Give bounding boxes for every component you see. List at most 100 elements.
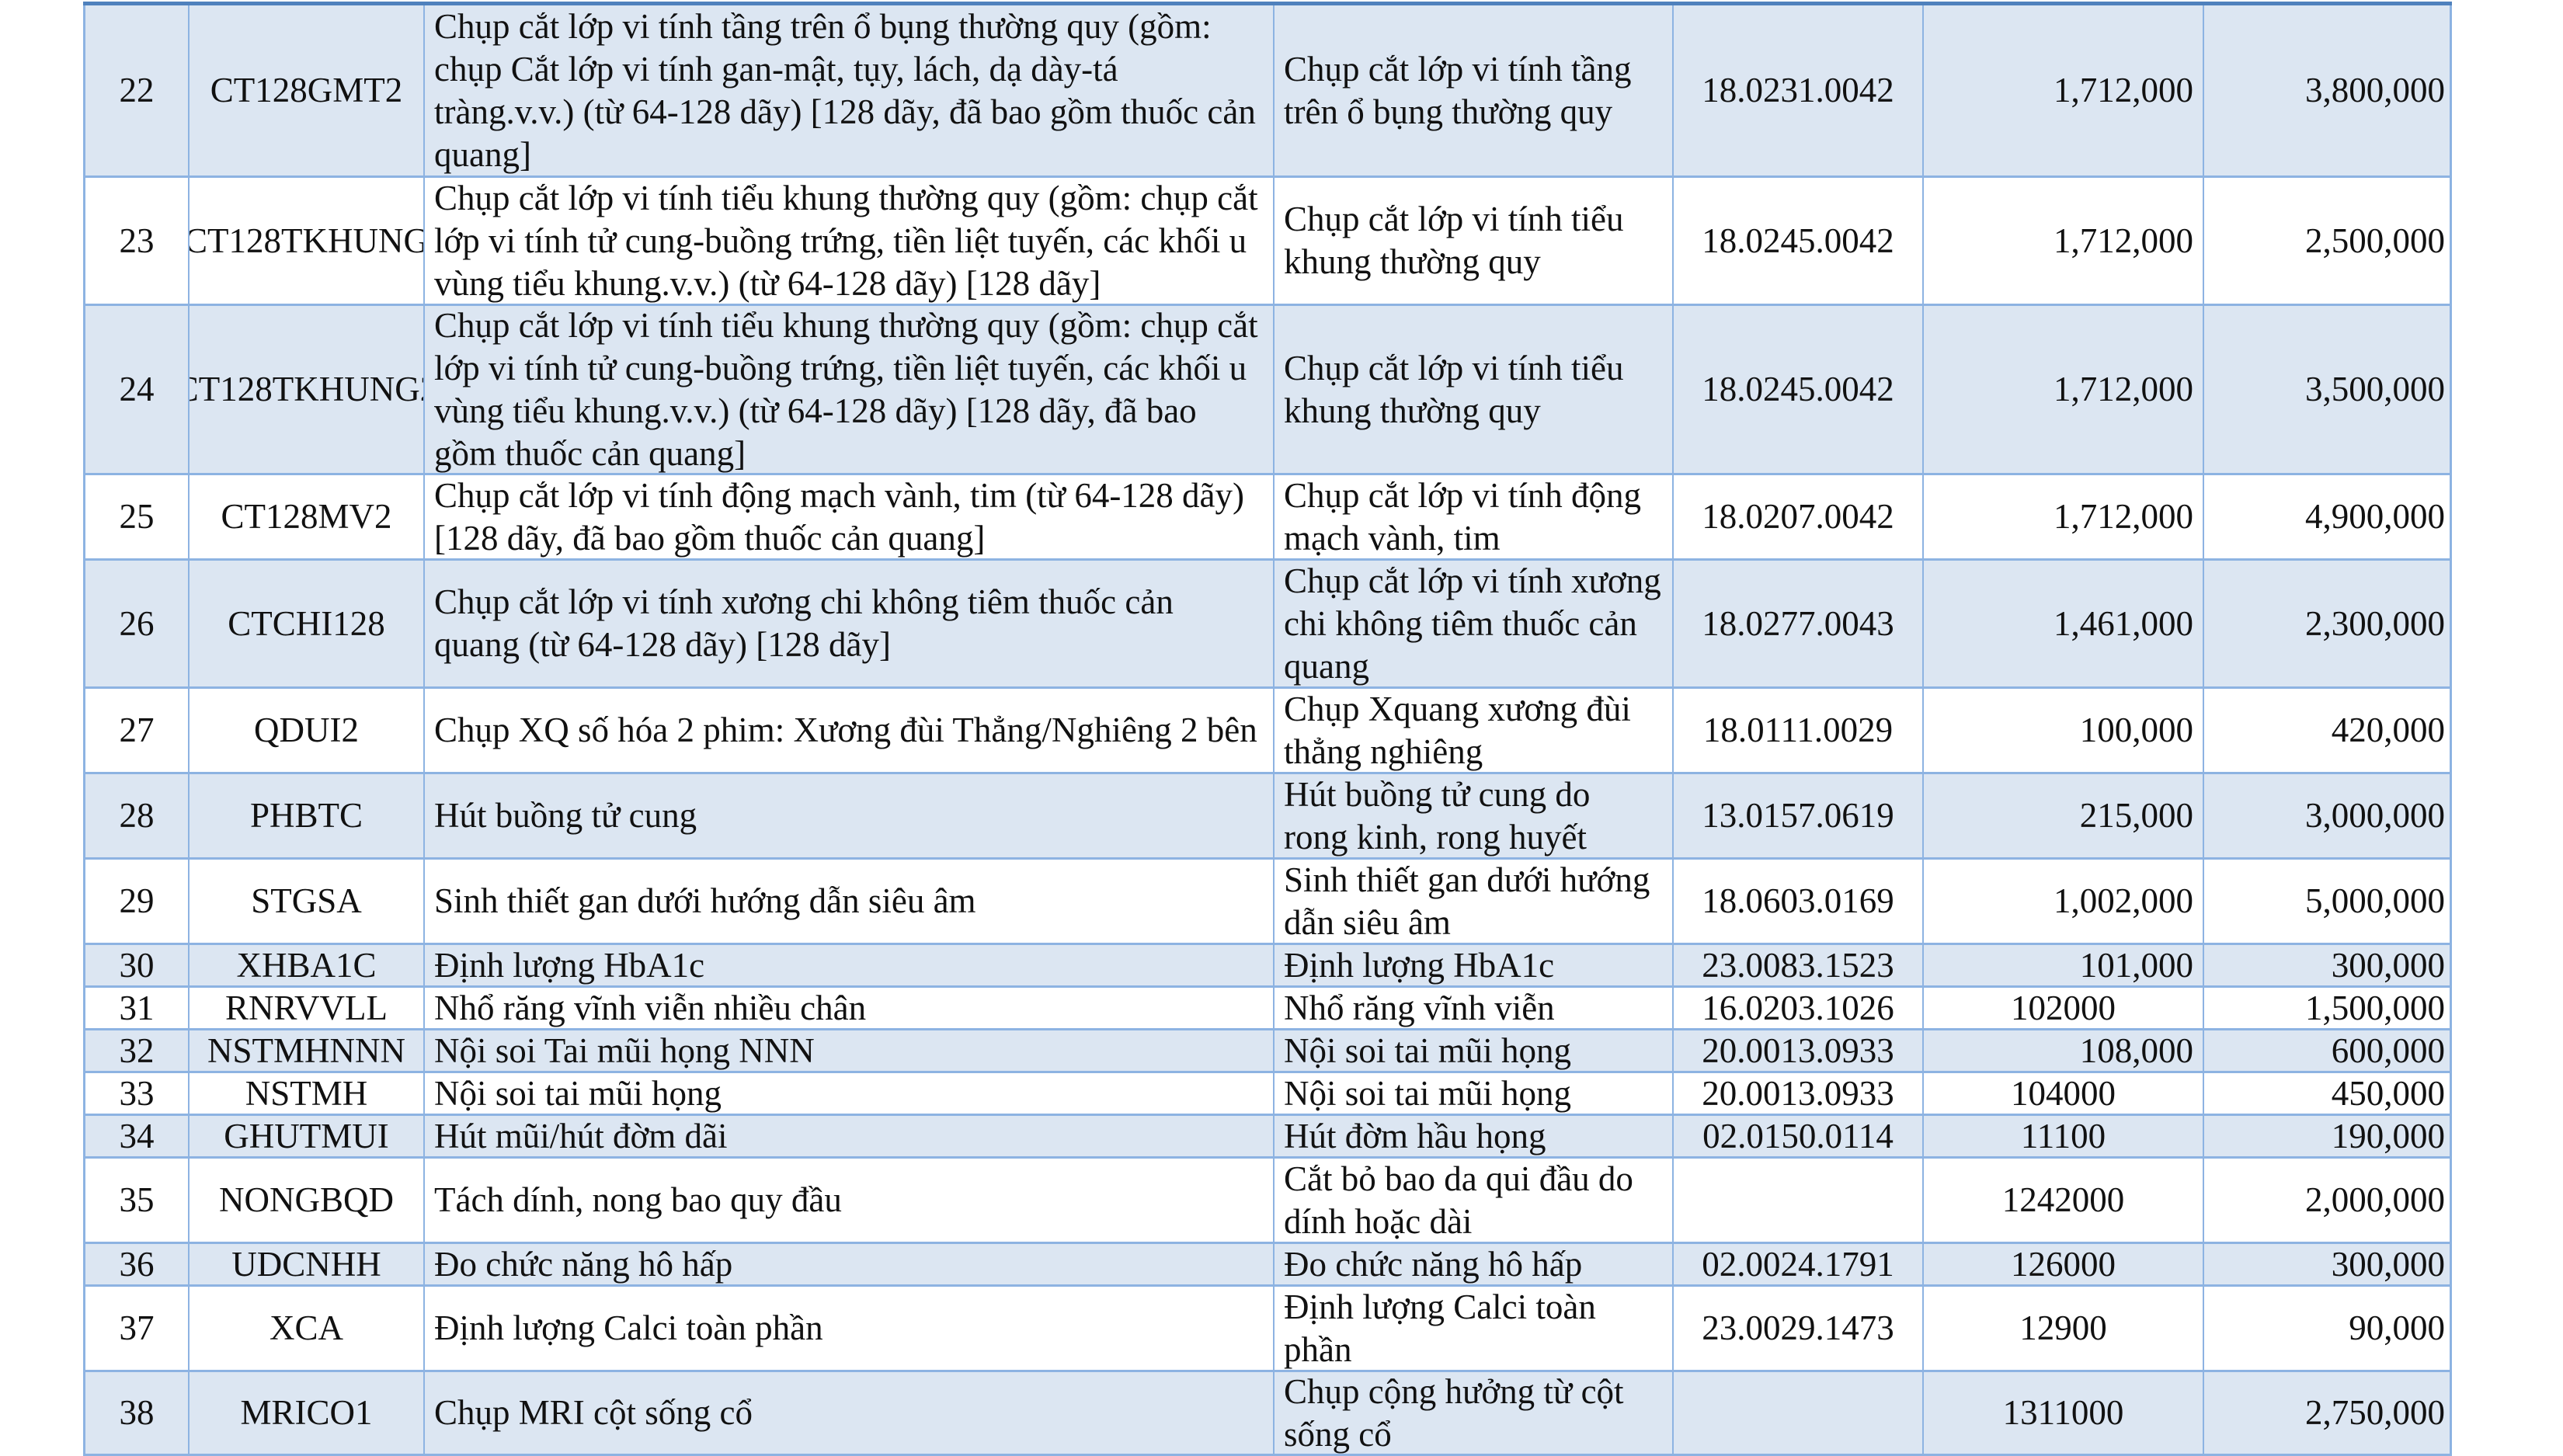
table-cell: 18.0207.0042 [1674,475,1924,558]
table-cell: 1,712,000 [1924,178,2204,304]
table-row: 24CT128TKHUNG2Chụp cắt lớp vi tính tiểu … [83,306,2452,475]
table-cell: Nội soi tai mũi họng [425,1073,1275,1114]
table-cell: 2,000,000 [2305,1180,2445,1219]
table: 22 CT128GMT2 Chụp cắt lớp vi tính tầng trê… [83,2,2452,1456]
table-cell [1674,1372,1924,1454]
table-row: 34 GHUTMUI Hút mũi/hút đờm dãi Hút đờm hầu … [83,1116,2452,1159]
table-cell: Hút đờm hầu họng [1275,1116,1674,1156]
table-cell: Chụp cắt lớp vi tính tiểu khung thường q… [425,178,1275,304]
table-cell: Cắt bỏ bao da qui đầu do dính hoặc dài [1275,1159,1674,1242]
table-cell: PHBTC [190,774,425,857]
table-cell: 450,000 [2331,1073,2445,1113]
table-cell: Nhổ răng vĩnh viễn [1275,988,1674,1028]
table-cell: 18.0277.0043 [1674,561,1924,686]
table-cell: 28 [85,774,190,857]
table-cell: CT128MV2 [190,475,425,558]
table-cell: Chụp cắt lớp vi tính tiểu khung thường q… [425,306,1275,473]
table-cell: Sinh thiết gan dưới hướng dẫn siêu âm [1275,860,1674,943]
table-row: 29 STGSA Sinh thiết gan dưới hướng dẫn siê… [83,860,2452,945]
table-cell: 20.0013.0933 [1674,1073,1924,1114]
table-cell: XCA [190,1287,425,1370]
table-cell: 38 [85,1372,190,1454]
table-cell: 1242000 [1924,1159,2204,1242]
table-cell: 1,461,000 [1924,561,2204,686]
table-cell: CTCHI128 [190,561,425,686]
table-cell: 02.0024.1791 [1674,1244,1924,1284]
table-cell: 24 [85,306,190,473]
table-cell: 16.0203.1026 [1674,988,1924,1028]
table-cell: 100,000 [1924,689,2204,772]
table-row: 32 NSTMHNNN Nội soi Tai mũi họng NNN Nội so… [83,1030,2452,1073]
table-cell: Tách dính, nong bao quy đầu [425,1159,1275,1242]
table-cell: 108,000 [1924,1030,2204,1071]
table-cell: 104000 [1924,1073,2204,1114]
table-cell: 90,000 [2349,1308,2445,1347]
table-cell: NSTMHNNN [190,1030,425,1071]
table-cell: 1,712,000 [1924,475,2204,558]
table-cell: Định lượng HbA1c [1275,945,1674,985]
table-cell: 300,000 [2331,1244,2445,1284]
table-cell: Chụp cắt lớp vi tính tiểu khung thường q… [1275,306,1674,473]
table-cell: Chụp MRI cột sống cổ [425,1372,1275,1454]
table-cell: 1,500,000 [2305,988,2445,1027]
table-row: 35 NONGBQD Tách dính, nong bao quy đầu Cắt … [83,1159,2452,1244]
table-cell: Chụp cắt lớp vi tính tầng trên ổ bụng th… [425,5,1275,175]
table-cell: 18.0245.0042 [1674,306,1924,473]
table-cell: 13.0157.0619 [1674,774,1924,857]
table-cell: 18.0245.0042 [1674,178,1924,304]
table-row: 33 NSTMH Nội soi tai mũi họng Nội soi tai m… [83,1073,2452,1116]
table-row: 27 QDUI2 Chụp XQ số hóa 2 phim: Xương đùi … [83,689,2452,774]
table-row: 38 MRICO1 Chụp MRI cột sống cổ Chụp cộng hư… [83,1372,2452,1456]
table-cell: 3,500,000 [2305,370,2445,408]
table-cell: 126000 [1924,1244,2204,1284]
table-cell: 25 [85,475,190,558]
table-cell: 215,000 [1924,774,2204,857]
table-cell: 420,000 [2331,711,2445,749]
table-cell: Định lượng HbA1c [425,945,1275,985]
table-cell: 1311000 [1924,1372,2204,1454]
table-cell: Chụp cắt lớp vi tính xương chi không tiê… [1275,561,1674,686]
table-cell: 2,500,000 [2305,221,2445,260]
table-cell: Chụp Xquang xương đùi thẳng nghiêng [1275,689,1674,772]
table-cell: Chụp cắt lớp vi tính xương chi không tiê… [425,561,1275,686]
table-row: 31 RNRVVLL Nhổ răng vĩnh viễn nhiều chân Nh… [83,988,2452,1030]
table-cell: 102000 [1924,988,2204,1028]
table-cell: 26 [85,561,190,686]
table-row: 28 PHBTC Hút buồng tử cung Hút buồng tử cun… [83,774,2452,860]
table-row: 25 CT128MV2 Chụp cắt lớp vi tính động mạch… [83,475,2452,561]
table-cell: 30 [85,945,190,985]
table-cell: 600,000 [2331,1030,2445,1070]
table-cell: 31 [85,988,190,1028]
table-cell: 22 [85,5,190,175]
table-cell: Hút buồng tử cung do rong kinh, rong huy… [1275,774,1674,857]
table-cell: 2,300,000 [2305,603,2445,643]
table-row: 36 UDCNHH Đo chức năng hô hấp Đo chức năng … [83,1244,2452,1287]
table-row: 22 CT128GMT2 Chụp cắt lớp vi tính tầng trê… [83,5,2452,178]
table-row: 26 CTCHI128 Chụp cắt lớp vi tính xương chi… [83,561,2452,689]
table-cell: 2,750,000 [2305,1393,2445,1432]
table-cell: 1,712,000 [1924,5,2204,175]
table-cell: 5,000,000 [2305,881,2445,920]
table-cell: CT128TKHUNG [190,178,425,304]
table-cell: MRICO1 [190,1372,425,1454]
table-cell: 18.0111.0029 [1674,689,1924,772]
table-cell: 23.0029.1473 [1674,1287,1924,1370]
table-row: 23 CT128TKHUNG Chụp cắt lớp vi tính tiểu k… [83,178,2452,306]
table-cell: 20.0013.0933 [1674,1030,1924,1071]
table-row: 30 XHBA1C Định lượng HbA1c Định lượng HbA1c… [83,945,2452,988]
table-cell: Chụp cộng hưởng từ cột sống cổ [1275,1372,1674,1454]
table-cell: 1,712,000 [1924,306,2204,473]
table-cell: Chụp cắt lớp vi tính động mạch vành, tim [1275,475,1674,558]
table-cell: 4,900,000 [2305,497,2445,536]
table-cell: 300,000 [2331,945,2445,985]
table-cell: Nội soi tai mũi họng [1275,1030,1674,1071]
table-cell: Chụp cắt lớp vi tính tầng trên ổ bụng th… [1275,5,1674,175]
table-cell: 190,000 [2331,1116,2445,1155]
table-cell: Hút buồng tử cung [425,774,1275,857]
table-cell: 23 [85,178,190,304]
table-cell: 37 [85,1287,190,1370]
table-cell: GHUTMUI [190,1116,425,1156]
table-cell: 35 [85,1159,190,1242]
table-cell: Định lượng Calci toàn phần [425,1287,1275,1370]
